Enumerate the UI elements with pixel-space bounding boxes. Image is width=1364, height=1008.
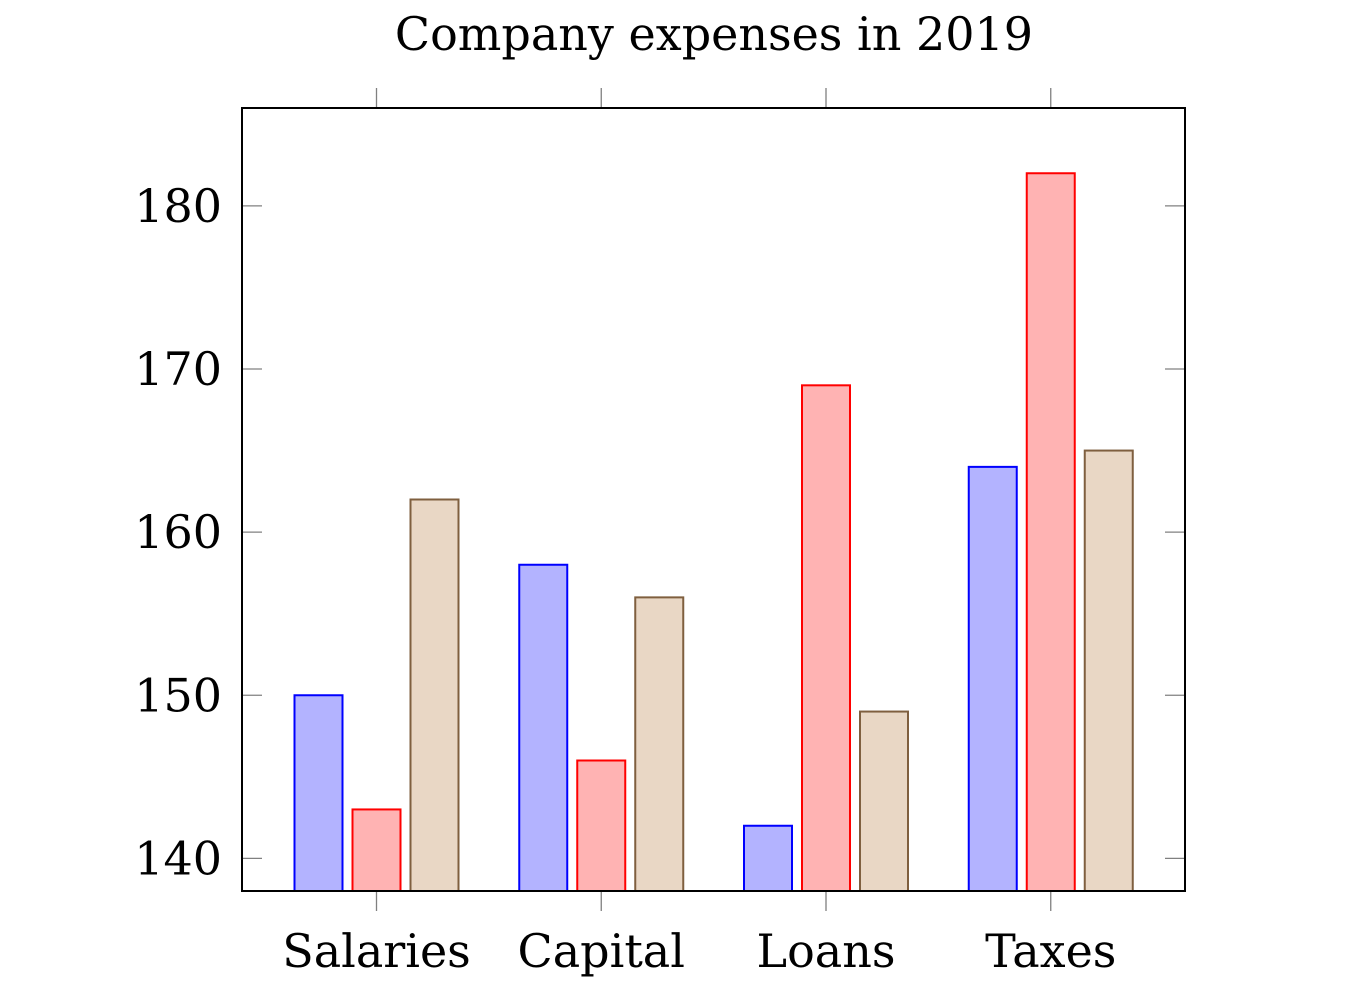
bar-series-3 xyxy=(634,596,685,892)
bar-series-3 xyxy=(409,498,460,892)
bar-series-2 xyxy=(1025,172,1076,892)
bar-series-1 xyxy=(743,824,793,892)
plot-frame xyxy=(241,107,1186,892)
axis-ticks xyxy=(242,88,1185,911)
bar-series-1 xyxy=(967,465,1018,892)
bar-series-3 xyxy=(859,710,909,892)
bar-series-2 xyxy=(351,808,402,892)
y-tick-label: 140 xyxy=(134,831,222,885)
x-tick-label: Taxes xyxy=(985,924,1116,978)
bars xyxy=(293,172,1134,892)
x-tick-label: Capital xyxy=(518,924,685,978)
y-tick-label: 150 xyxy=(134,668,222,722)
bar-series-3 xyxy=(1083,449,1134,892)
y-tick-label: 180 xyxy=(134,179,222,233)
y-tick-label: 170 xyxy=(134,342,222,396)
bar-series-2 xyxy=(801,384,851,892)
chart-title: Company expenses in 2019 xyxy=(395,7,1033,61)
x-tick-label: Salaries xyxy=(282,924,471,978)
bar-series-1 xyxy=(293,694,344,892)
tick-labels: 140 150 160 170 180 Salaries Capital Loans Taxes xyxy=(134,179,1116,978)
bar-series-2 xyxy=(576,759,627,892)
x-tick-label: Loans xyxy=(757,924,896,978)
bar-series-1 xyxy=(518,563,569,892)
y-tick-label: 160 xyxy=(134,505,222,559)
